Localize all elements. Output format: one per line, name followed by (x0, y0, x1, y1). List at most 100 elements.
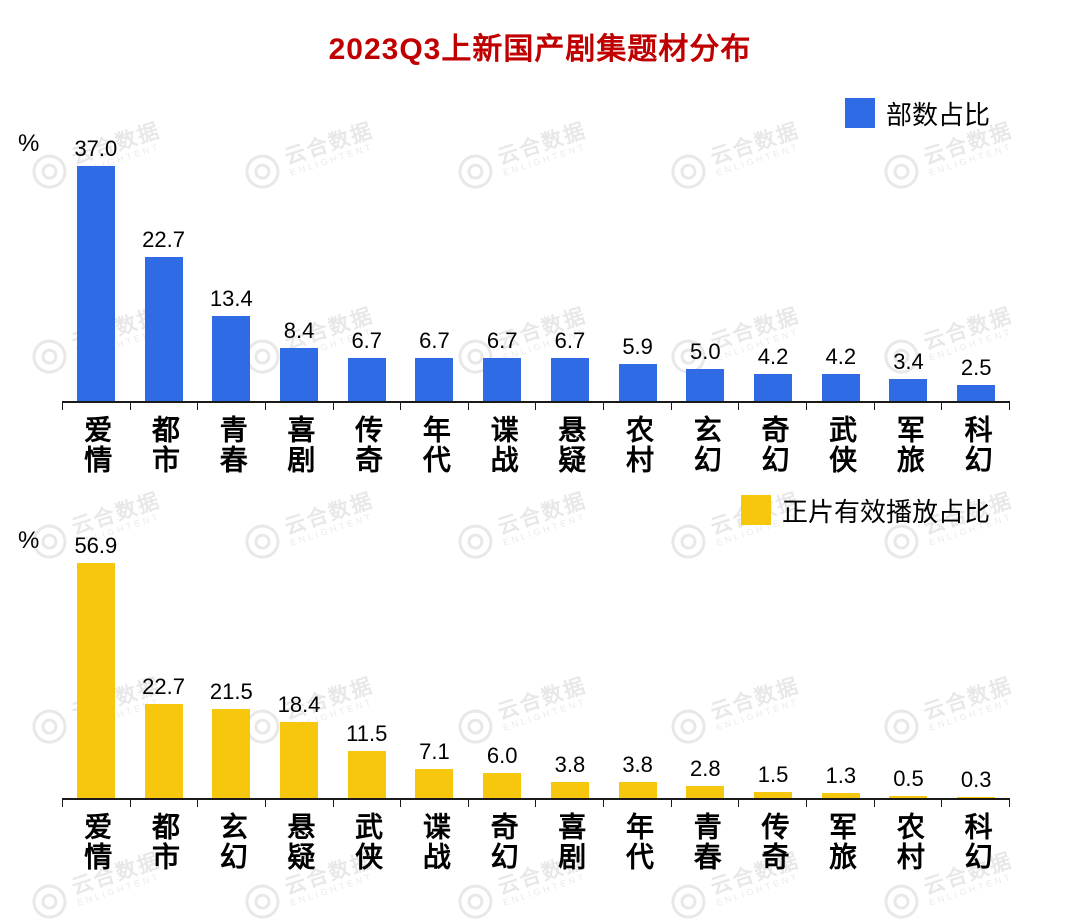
bar-value-label: 1.3 (825, 762, 857, 788)
axis-tick (467, 403, 469, 410)
legend: 正片有效播放占比 (740, 491, 990, 529)
category-label: 青春 (216, 415, 248, 475)
category-label: 奇幻 (758, 415, 790, 475)
legend-label: 部数占比 (885, 99, 990, 130)
bar (212, 709, 251, 798)
category-label: 玄幻 (216, 812, 248, 872)
bar (618, 782, 657, 798)
axis-tick (62, 800, 63, 807)
bar-value-label: 6.7 (554, 328, 586, 354)
bar (280, 722, 319, 798)
bar-column: 1.5 (739, 762, 807, 798)
bar (821, 792, 860, 798)
bar-value-label: 0.5 (893, 765, 924, 791)
watermark-subname: ENLIGHTENT (501, 871, 588, 909)
bar (686, 369, 725, 401)
axis-tick (129, 403, 131, 410)
watermark-subname: ENLIGHTENT (714, 871, 801, 909)
bar-column: 2.5 (942, 355, 1010, 401)
legend-label: 正片有效播放占比 (781, 496, 990, 527)
bar-value-label: 0.3 (960, 766, 992, 792)
bar-column: 3.4 (875, 349, 943, 401)
bar-column: 11.5 (333, 720, 401, 798)
category-label: 喜剧 (284, 415, 316, 475)
axis-tick (400, 403, 402, 410)
bar-value-label: 6.0 (486, 743, 518, 769)
bar-value-label: 3.4 (893, 349, 924, 375)
bar-value-label: 6.7 (419, 328, 450, 354)
bar (76, 563, 115, 798)
bar-value-label: 2.5 (960, 355, 992, 381)
bar-value-label: 56.9 (74, 533, 118, 558)
bar-value-label: 3.8 (554, 752, 586, 778)
axis-tick (197, 403, 199, 410)
axis-ticks (62, 800, 1010, 807)
bar-value-label: 3.8 (622, 752, 653, 778)
bar-value-label: 5.9 (622, 333, 653, 359)
category-label: 爱情 (81, 415, 113, 475)
axis-tick (670, 403, 672, 410)
y-axis-unit: % (18, 130, 40, 157)
count-share-bar-chart: 部数占比 % 37.0 22.7 13.4 8.4 6.7 6.7 6.7 6.7 5.9 5.0… (18, 94, 1010, 475)
page-title: 2023Q3上新国产剧集题材分布 (328, 33, 752, 66)
bar (144, 704, 183, 798)
bar (347, 750, 386, 798)
plot-area: 37.0 22.7 13.4 8.4 6.7 6.7 6.7 6.7 5.9 5.0 4.2 4.2 3… (62, 136, 1010, 403)
bar-value-label: 1.5 (757, 761, 789, 787)
watermark-logo-icon (28, 880, 71, 922)
bar-column: 22.7 (130, 227, 198, 401)
axis-tick (197, 800, 199, 807)
bar (957, 385, 996, 401)
axis-tick (62, 403, 63, 410)
bar (618, 363, 657, 401)
axis-tick (264, 800, 266, 807)
bar-column: 2.8 (671, 756, 739, 798)
bar-value-label: 37.0 (74, 136, 118, 161)
bar (483, 358, 522, 401)
bar-column: 4.2 (739, 344, 807, 401)
category-label: 奇幻 (487, 812, 519, 872)
category-label: 科幻 (961, 415, 993, 475)
bar-value-label: 6.7 (486, 328, 518, 354)
y-axis-unit: % (18, 527, 40, 554)
bar-column: 3.8 (604, 752, 672, 798)
category-label: 都市 (148, 812, 180, 872)
bar (550, 782, 589, 798)
bar-value-label: 7.1 (419, 738, 450, 764)
bar (754, 374, 793, 401)
bar-column: 37.0 (62, 136, 130, 401)
bar (686, 786, 725, 798)
bar (754, 791, 793, 798)
bar-column: 1.3 (807, 763, 875, 798)
bar-column: 3.8 (536, 752, 604, 798)
bar-value-label: 6.7 (351, 328, 383, 354)
playback-share-bar-chart: 正片有效播放占比 % 56.9 22.7 21.5 18.4 11.5 7.1 6.0 3.8… (18, 491, 1010, 872)
category-label: 爱情 (81, 812, 113, 872)
bar-value-label: 13.4 (209, 285, 253, 311)
bar-value-label: 8.4 (283, 317, 315, 343)
category-label: 农村 (893, 812, 925, 872)
legend-swatch (844, 98, 875, 128)
legend: 部数占比 (844, 94, 990, 132)
axis-tick (738, 403, 740, 410)
axis-tick (873, 403, 875, 410)
category-label: 青春 (690, 812, 722, 872)
bar (957, 796, 996, 798)
bar-value-label: 11.5 (346, 720, 388, 746)
bar (347, 358, 386, 401)
category-label: 都市 (148, 415, 180, 475)
axis-tick (603, 403, 605, 410)
bar-column: 0.5 (875, 766, 943, 798)
watermark-subname: ENLIGHTENT (288, 871, 375, 909)
bar (483, 773, 522, 798)
bar-column: 56.9 (62, 533, 130, 798)
bar-column: 22.7 (130, 674, 198, 798)
axis-tick (264, 403, 266, 410)
bar (889, 379, 928, 401)
category-label: 武侠 (826, 415, 858, 475)
axis-tick (129, 800, 131, 807)
watermark-logo-icon (454, 880, 497, 922)
bar-column: 5.9 (604, 333, 672, 401)
bar-value-label: 22.7 (142, 674, 185, 700)
watermark-logo-icon (241, 880, 284, 922)
